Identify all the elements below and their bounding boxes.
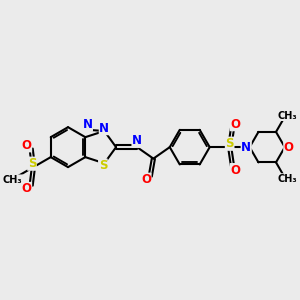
Text: N: N	[82, 118, 92, 131]
Text: O: O	[141, 173, 151, 186]
Text: N: N	[132, 134, 142, 147]
Text: O: O	[230, 164, 240, 177]
Text: N: N	[99, 122, 109, 135]
Text: O: O	[22, 182, 32, 195]
Text: O: O	[22, 139, 32, 152]
Text: CH₃: CH₃	[3, 175, 22, 185]
Text: N: N	[241, 141, 251, 154]
Text: O: O	[284, 141, 294, 154]
Text: O: O	[230, 118, 240, 131]
Text: CH₃: CH₃	[277, 174, 297, 184]
Text: S: S	[99, 159, 107, 172]
Text: S: S	[28, 157, 36, 170]
Text: S: S	[225, 137, 234, 150]
Text: CH₃: CH₃	[277, 110, 297, 121]
